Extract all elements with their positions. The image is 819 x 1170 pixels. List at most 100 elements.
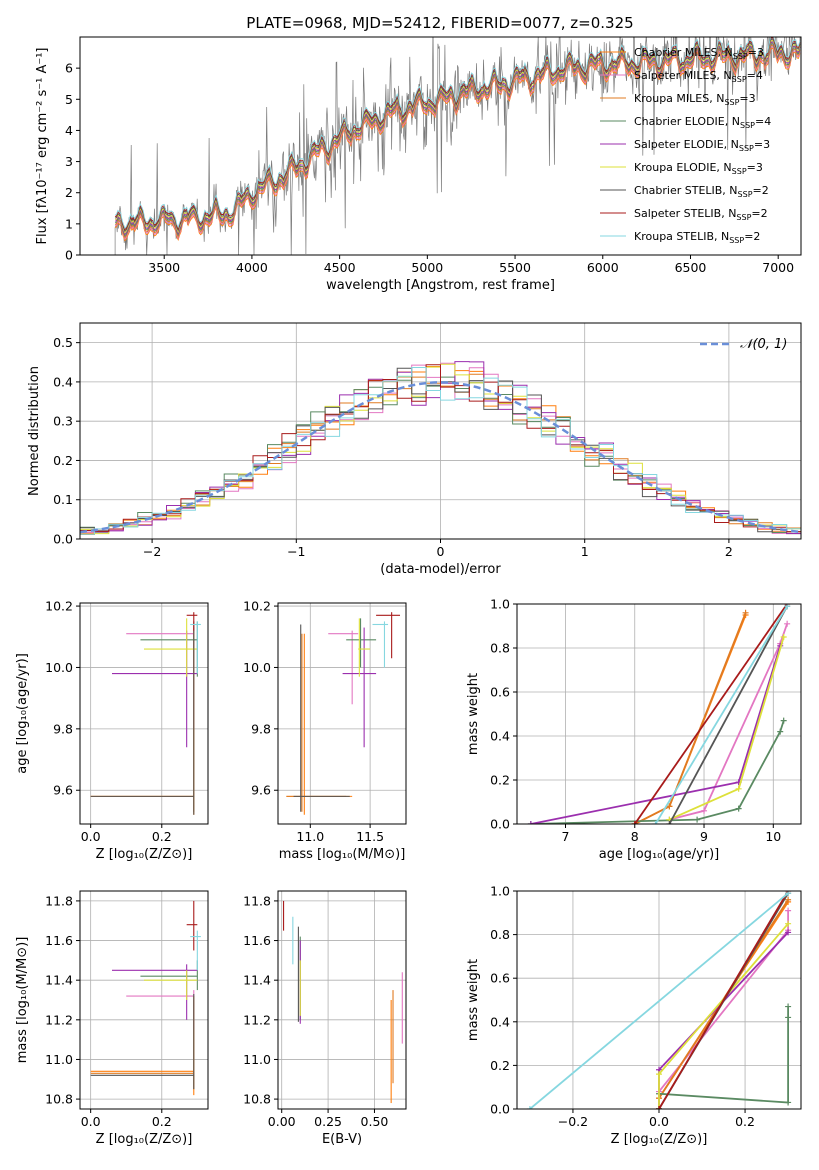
legend-subscript: SSP xyxy=(738,190,753,199)
x-tick-label: 0 xyxy=(437,544,445,559)
axes-frame xyxy=(79,36,802,256)
x-axis-label: Z [log₁₀(Z/Z⊙)] xyxy=(96,1132,193,1147)
legend-equals: = xyxy=(739,92,748,105)
model-spectrum-line xyxy=(114,41,801,236)
plot-area xyxy=(283,900,403,1104)
legend-equals: = xyxy=(753,184,762,197)
x-tick-label: −2 xyxy=(143,544,161,559)
y-tick-label: 1.0 xyxy=(490,884,510,899)
y-tick-label: 0.0 xyxy=(490,1102,510,1117)
legend-nssp-value: 4 xyxy=(764,115,771,128)
legend-label: Kroupa ELODIE, N xyxy=(634,161,732,174)
legend-nssp-value: 3 xyxy=(757,46,764,59)
legend-equals: = xyxy=(744,230,753,243)
legend-subscript: SSP xyxy=(733,52,748,61)
y-tick-label: 11.6 xyxy=(243,933,271,948)
y-tick-label: 11.4 xyxy=(45,973,73,988)
legend-entry: Salpeter MILES, NSSP=4 xyxy=(634,69,763,84)
mass-weight-marker xyxy=(785,920,792,927)
x-axis-label: (data-model)/error xyxy=(380,562,501,577)
mass-weight-line xyxy=(654,605,788,824)
y-axis-label: Normed distribution xyxy=(27,366,42,496)
x-tick-label: 6500 xyxy=(675,260,707,275)
model-spectrum-line xyxy=(114,39,801,234)
mass-weight-marker xyxy=(742,609,749,616)
y-tick-label: 0.8 xyxy=(490,927,510,942)
y-tick-label: 9.6 xyxy=(251,783,271,798)
y-tick-label: 0.6 xyxy=(490,971,510,986)
y-tick-label: 6 xyxy=(65,61,73,76)
mass-weight-marker xyxy=(526,1106,533,1109)
legend-nssp-value: 2 xyxy=(762,184,769,197)
y-tick-label: 0.0 xyxy=(490,817,510,832)
error-bar-point xyxy=(144,970,198,1000)
y-tick-label: 9.6 xyxy=(53,783,73,798)
x-axis-label: E(B-V) xyxy=(322,1132,362,1147)
model-spectrum-line xyxy=(114,46,801,240)
residual-histogram xyxy=(80,364,801,533)
x-axis-label: wavelength [Angstrom, rest frame] xyxy=(326,278,555,293)
y-tick-label: 9.8 xyxy=(53,721,73,736)
error-bar-point xyxy=(346,618,377,668)
mass-weight-marker xyxy=(656,1106,662,1109)
mass-weight-line xyxy=(658,891,789,1109)
residual-histogram xyxy=(80,367,801,535)
y-tick-label: 1.0 xyxy=(490,597,510,612)
y-tick-label: 0.3 xyxy=(53,414,73,429)
y-tick-label: 10.2 xyxy=(243,599,271,614)
plot-area xyxy=(90,612,201,815)
y-tick-label: 0.8 xyxy=(490,641,510,656)
x-tick-label: 0.0 xyxy=(81,829,101,844)
mass-weight-marker xyxy=(701,807,708,814)
y-tick-label: 0.0 xyxy=(53,532,73,547)
x-tick-label: 7 xyxy=(562,829,570,844)
plot-area xyxy=(90,900,201,1096)
y-tick-label: 0.2 xyxy=(490,773,510,788)
x-tick-label: −0.2 xyxy=(558,1114,588,1129)
legend-nssp-value: 2 xyxy=(753,230,760,243)
mass-weight-marker xyxy=(785,896,792,903)
x-tick-label: 0.25 xyxy=(314,1114,342,1129)
error-bar-point xyxy=(186,612,198,631)
legend-nssp-value: 4 xyxy=(756,69,763,82)
mass-weight-marker xyxy=(666,803,673,810)
legend-label: Salpeter MILES, N xyxy=(634,69,732,82)
x-tick-label: 0.00 xyxy=(268,1114,296,1129)
error-bar-point xyxy=(144,618,198,677)
error-bar-point xyxy=(190,930,201,971)
legend-entry: Kroupa MILES, NSSP=3 xyxy=(634,92,756,107)
model-spectrum-line xyxy=(114,47,801,242)
legend-label: Kroupa STELIB, N xyxy=(634,230,729,243)
x-axis-label: Z [log₁₀(Z/Z⊙)] xyxy=(611,1132,708,1147)
mass-vs-ebv-panel: 0.00 0.25 0.50 10.8 11.0 11.2 11.4 11.6 11.8 E(B-… xyxy=(243,890,407,1147)
y-axis-label: Flux [fλ10⁻¹⁷ erg cm⁻² s⁻¹ A⁻¹] xyxy=(35,48,50,245)
figure-title: PLATE=0968, MJD=52412, FIBERID=0077, z=0… xyxy=(246,14,633,32)
legend-label: Salpeter STELIB, N xyxy=(634,207,736,220)
error-bar-point xyxy=(293,624,350,812)
y-tick-label: 0.4 xyxy=(53,374,73,389)
x-tick-label: 0.50 xyxy=(361,1114,389,1129)
y-tick-label: 11.8 xyxy=(45,893,73,908)
y-tick-label: 0.6 xyxy=(490,685,510,700)
mass-weight-marker xyxy=(780,634,787,640)
x-tick-label: 10 xyxy=(765,829,781,844)
y-tick-label: 11.2 xyxy=(45,1012,73,1027)
mass-weight-line xyxy=(634,604,788,824)
mass-weight-marker xyxy=(652,821,659,824)
x-tick-label: 0.2 xyxy=(152,1114,172,1129)
plot-area xyxy=(526,891,792,1109)
legend-label: 𝒩(0, 1) xyxy=(740,337,787,352)
plot-area xyxy=(527,604,791,824)
x-tick-label: 6000 xyxy=(587,260,619,275)
x-tick-label: 0.2 xyxy=(735,1114,755,1129)
legend-equals: = xyxy=(755,115,764,128)
mass-weight-marker xyxy=(735,805,742,812)
legend-equals: = xyxy=(747,69,756,82)
y-tick-label: 11.2 xyxy=(243,1012,271,1027)
model-spectrum-line xyxy=(114,42,801,237)
x-tick-label: 9 xyxy=(700,829,708,844)
legend-subscript: SSP xyxy=(729,236,744,245)
legend-entry: Salpeter ELODIE, NSSP=3 xyxy=(634,138,770,153)
x-tick-label: 11.5 xyxy=(356,829,384,844)
axes-frame xyxy=(516,890,802,1110)
